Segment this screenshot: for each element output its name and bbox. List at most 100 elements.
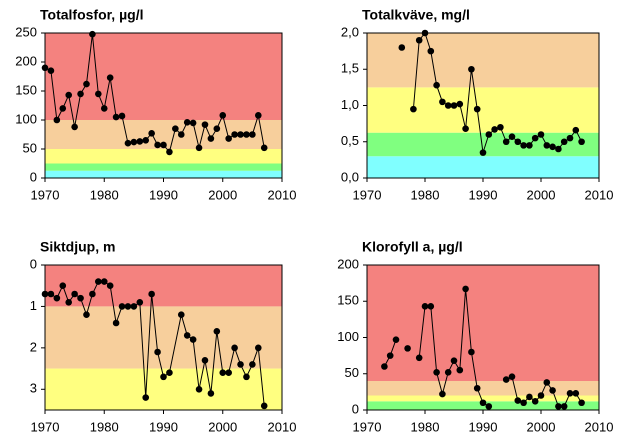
x-tick-label: 2000 [527, 419, 556, 434]
data-point [207, 135, 215, 142]
data-point [47, 67, 55, 74]
data-point [502, 376, 510, 383]
data-point [421, 303, 429, 310]
x-tick-label: 1990 [469, 419, 498, 434]
data-point [166, 148, 173, 156]
data-point [189, 119, 197, 127]
data-point [572, 126, 580, 134]
y-tick-label: 50 [345, 365, 359, 380]
data-point [497, 123, 504, 131]
data-point [77, 90, 84, 98]
class-band [45, 163, 282, 171]
data-point [415, 354, 423, 362]
data-point [485, 403, 493, 410]
data-point [237, 131, 244, 138]
y-tick-label: 1,5 [341, 61, 359, 76]
x-tick-label: 2010 [585, 187, 614, 202]
x-tick-label: 2010 [268, 419, 297, 434]
class-band [367, 395, 599, 402]
data-point [468, 65, 475, 73]
y-tick-label: 0 [30, 256, 37, 271]
class-band [45, 149, 282, 164]
class-band [367, 132, 599, 157]
data-point [130, 303, 138, 310]
data-point [95, 90, 102, 98]
data-point [427, 47, 435, 55]
y-tick-label: 150 [337, 293, 359, 308]
y-tick-label: 3 [30, 381, 37, 396]
data-point [260, 402, 268, 410]
data-point [177, 131, 185, 138]
data-point [566, 134, 574, 142]
data-point [444, 369, 452, 376]
data-point [53, 294, 61, 302]
data-point [65, 298, 72, 306]
data-point [148, 130, 155, 137]
data-point [243, 131, 250, 138]
data-point [118, 303, 126, 310]
data-point [136, 298, 144, 306]
data-point [231, 131, 238, 138]
data-point [77, 294, 84, 302]
data-point [555, 145, 562, 153]
data-point [531, 134, 539, 142]
data-point [201, 121, 209, 128]
data-point [53, 116, 61, 124]
data-point [560, 403, 568, 410]
data-point [160, 141, 167, 149]
data-point [514, 397, 522, 404]
data-point [231, 344, 238, 352]
data-point [160, 373, 167, 381]
x-tick-label: 1970 [31, 419, 60, 434]
data-point [468, 348, 475, 356]
data-point [225, 369, 232, 377]
data-point [392, 336, 400, 343]
data-point [456, 366, 464, 374]
data-point [183, 119, 191, 126]
data-point [100, 278, 108, 285]
plot-frame [44, 32, 283, 179]
y-tick-label: 100 [15, 111, 37, 126]
y-tick-label: 200 [337, 256, 359, 271]
data-point [177, 311, 185, 319]
data-point [444, 102, 452, 109]
data-point [254, 344, 262, 352]
data-point [136, 138, 144, 145]
data-point [41, 64, 49, 72]
data-point [148, 290, 155, 298]
x-tick-label: 2000 [208, 419, 237, 434]
data-point [473, 105, 481, 113]
plot-frame [366, 32, 600, 179]
data-point [537, 392, 545, 399]
data-point [213, 327, 221, 335]
data-point [572, 390, 580, 397]
y-tick-label: 150 [15, 82, 37, 97]
data-point [543, 142, 551, 149]
data-point [526, 142, 533, 149]
data-point [95, 278, 102, 285]
data-point [47, 290, 55, 298]
data-point [381, 363, 388, 370]
data-point [83, 311, 90, 319]
data-point [65, 91, 72, 99]
class-band [367, 87, 599, 133]
x-tick-label: 1980 [90, 187, 119, 202]
data-point [456, 100, 464, 108]
data-point [543, 379, 551, 386]
x-tick-label: 1980 [90, 419, 119, 434]
data-point [219, 112, 227, 119]
x-tick-label: 1970 [353, 419, 382, 434]
data-point [195, 385, 203, 393]
data-point [462, 125, 469, 132]
data-point [249, 361, 256, 368]
chart-title: Totalkväve, mg/l [362, 7, 470, 23]
x-tick-label: 1970 [31, 187, 60, 202]
y-tick-label: 250 [15, 24, 37, 39]
data-point [71, 290, 78, 298]
data-point [549, 143, 556, 151]
data-point [473, 384, 481, 392]
data-point [566, 390, 574, 397]
data-point [485, 131, 493, 138]
class-band [45, 170, 282, 178]
x-tick-label: 1990 [469, 187, 498, 202]
